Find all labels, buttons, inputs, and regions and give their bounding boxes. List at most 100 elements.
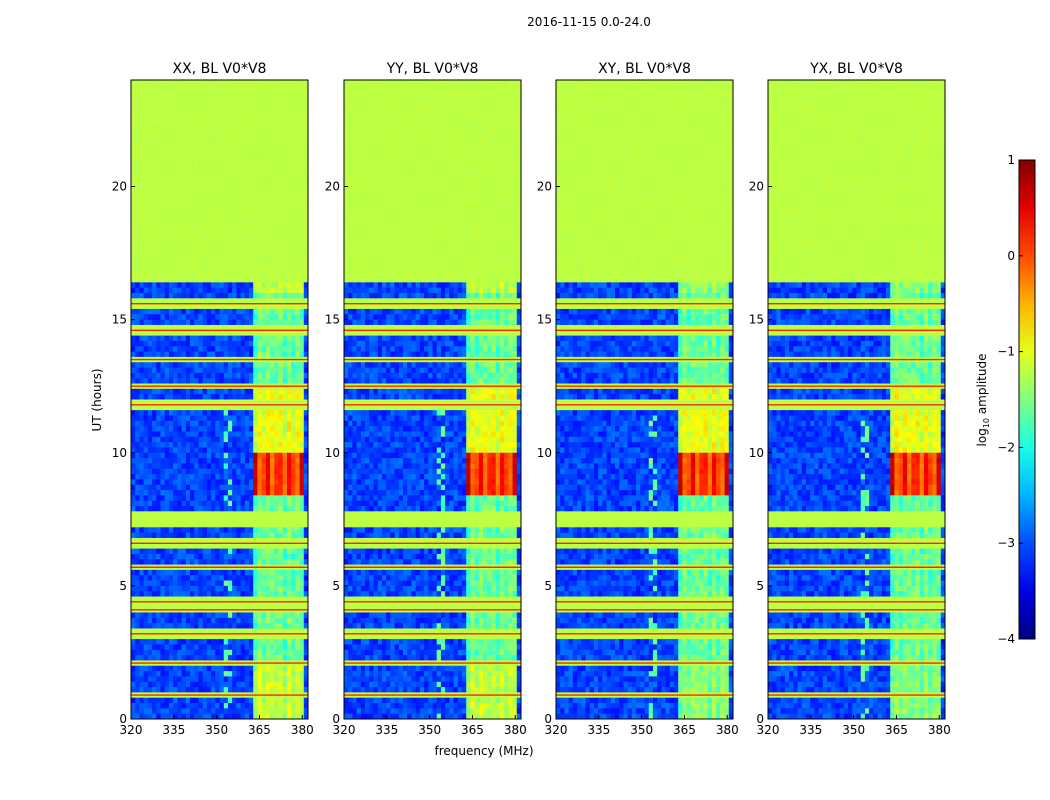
heatmap-cell bbox=[253, 362, 258, 368]
heatmap-cell bbox=[282, 580, 288, 587]
heatmap-cell bbox=[206, 431, 212, 438]
heatmap-cell bbox=[152, 90, 157, 97]
heatmap-cell bbox=[274, 266, 279, 273]
heatmap-cell bbox=[236, 346, 241, 352]
heatmap-cell bbox=[257, 255, 263, 262]
heatmap-cell bbox=[152, 649, 157, 656]
heatmap-cell bbox=[139, 234, 145, 241]
heatmap-cell bbox=[190, 282, 195, 289]
heatmap-cell bbox=[236, 495, 241, 502]
heatmap-cell bbox=[244, 372, 250, 379]
heatmap-cell bbox=[143, 191, 149, 198]
heatmap-cell bbox=[185, 287, 191, 294]
heatmap-cell bbox=[202, 521, 208, 528]
heatmap-cell bbox=[244, 95, 250, 102]
heatmap-cell bbox=[152, 117, 157, 124]
heatmap-cell bbox=[219, 697, 225, 704]
heatmap-cell bbox=[198, 287, 204, 294]
heatmap-cell bbox=[232, 644, 237, 651]
heatmap-cell bbox=[211, 671, 216, 677]
heatmap-cell bbox=[232, 245, 237, 251]
heatmap-cell bbox=[143, 202, 149, 209]
heatmap-cell bbox=[198, 468, 204, 475]
heatmap-cell bbox=[278, 388, 284, 395]
heatmap-cell bbox=[139, 122, 145, 129]
heatmap-cell bbox=[135, 111, 140, 118]
heatmap-cell bbox=[139, 213, 145, 219]
heatmap-cell bbox=[215, 277, 220, 283]
heatmap-cell bbox=[177, 170, 182, 177]
heatmap-cell bbox=[219, 676, 225, 683]
heatmap-cell bbox=[198, 213, 204, 219]
heatmap-cell bbox=[202, 474, 208, 480]
heatmap-cell bbox=[303, 490, 309, 496]
heatmap-cell bbox=[173, 175, 178, 182]
heatmap-cell bbox=[156, 553, 161, 560]
heatmap-cell bbox=[219, 708, 225, 715]
heatmap-cell bbox=[156, 335, 161, 342]
heatmap-cell bbox=[131, 399, 136, 406]
heatmap-cell bbox=[236, 468, 241, 475]
heatmap-cell bbox=[236, 303, 241, 310]
heatmap-cell bbox=[274, 362, 279, 368]
heatmap-cell bbox=[240, 95, 246, 102]
heatmap-cell bbox=[257, 213, 263, 219]
heatmap-cell bbox=[291, 543, 296, 550]
heatmap-cell bbox=[295, 681, 300, 688]
heatmap-cell bbox=[303, 346, 309, 352]
heatmap-cell bbox=[236, 676, 241, 683]
heatmap-cell bbox=[227, 479, 233, 486]
heatmap-cell bbox=[244, 639, 250, 645]
heatmap-cell bbox=[244, 506, 250, 512]
heatmap-cell bbox=[249, 191, 254, 198]
heatmap-cell bbox=[143, 170, 149, 177]
heatmap-cell bbox=[194, 127, 199, 134]
heatmap-cell bbox=[232, 628, 237, 635]
heatmap-cell bbox=[274, 420, 279, 427]
heatmap-cell bbox=[232, 420, 237, 427]
heatmap-cell bbox=[227, 106, 233, 113]
heatmap-cell bbox=[177, 202, 182, 209]
heatmap-cell bbox=[249, 223, 254, 230]
heatmap-cell bbox=[265, 308, 271, 315]
heatmap-cell bbox=[181, 644, 187, 651]
heatmap-cell bbox=[219, 585, 225, 592]
heatmap-cell bbox=[215, 261, 220, 267]
heatmap-cell bbox=[274, 458, 279, 464]
heatmap-cell bbox=[270, 314, 275, 321]
heatmap-cell bbox=[282, 245, 288, 251]
heatmap-cell bbox=[295, 463, 300, 470]
heatmap-cell bbox=[299, 170, 305, 177]
heatmap-cell bbox=[295, 372, 300, 379]
heatmap-cell bbox=[156, 452, 161, 459]
heatmap-cell bbox=[143, 521, 149, 528]
heatmap-cell bbox=[253, 468, 258, 475]
heatmap-cell bbox=[249, 511, 254, 518]
heatmap-cell bbox=[232, 612, 237, 619]
heatmap-cell bbox=[152, 612, 157, 619]
heatmap-cell bbox=[274, 628, 279, 635]
heatmap-cell bbox=[131, 506, 136, 512]
heatmap-cell bbox=[232, 159, 237, 166]
heatmap-cell bbox=[282, 122, 288, 129]
heatmap-cell bbox=[156, 633, 161, 640]
heatmap-cell bbox=[282, 644, 288, 651]
heatmap-cell bbox=[164, 617, 170, 624]
heatmap-cell bbox=[177, 282, 182, 289]
heatmap-cell bbox=[131, 404, 136, 411]
heatmap-cell bbox=[291, 111, 296, 118]
heatmap-cell bbox=[257, 122, 263, 129]
heatmap-cell bbox=[219, 85, 225, 92]
heatmap-cell bbox=[299, 394, 305, 400]
heatmap-cell bbox=[227, 655, 233, 661]
heatmap-cell bbox=[240, 378, 246, 384]
heatmap-cell bbox=[131, 388, 136, 395]
heatmap-cell bbox=[236, 106, 241, 113]
heatmap-cell bbox=[173, 303, 178, 310]
heatmap-cell bbox=[223, 351, 229, 358]
heatmap-cell bbox=[244, 399, 250, 406]
heatmap-cell bbox=[223, 149, 229, 155]
heatmap-cell bbox=[303, 378, 309, 384]
heatmap-cell bbox=[206, 623, 212, 629]
heatmap-cell bbox=[152, 708, 157, 715]
